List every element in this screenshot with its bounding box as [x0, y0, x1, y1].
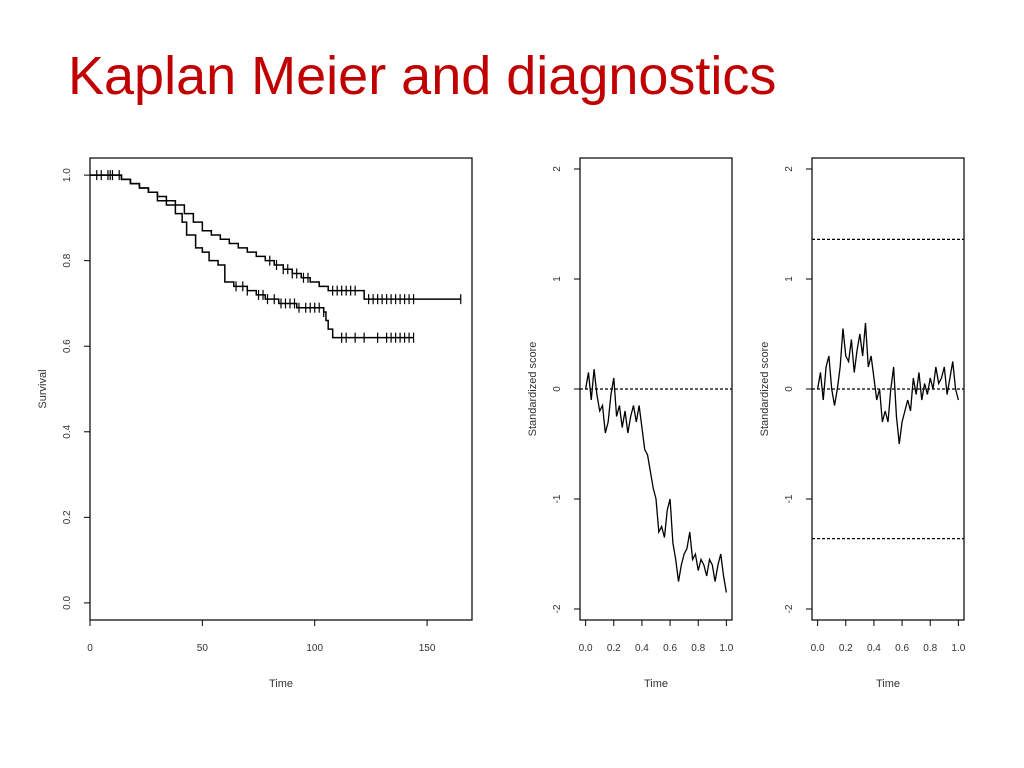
y-tick-label: 0	[552, 386, 563, 392]
y-tick-label: 2	[784, 166, 795, 172]
x-tick-label: 0.6	[663, 643, 677, 654]
x-tick-label: 0.8	[691, 643, 705, 654]
x-tick-label: 50	[197, 643, 209, 654]
y-axis-title: Standardized score	[527, 342, 539, 437]
chart-panel-3: 0.0 0.2 0.4 0.6 0.8 1.0 -2 -1 0 1 2 Time Standardize…	[759, 157, 966, 690]
x-tick-label: 1.0	[951, 643, 965, 654]
score-process-line	[584, 369, 728, 593]
survival-curve-2	[90, 174, 414, 339]
x-tick-label: 0.8	[923, 643, 937, 654]
x-tick-label: 0.2	[839, 643, 853, 654]
x-tick-label: 1.0	[719, 643, 733, 654]
x-axis-title: Time	[269, 678, 293, 690]
y-tick-label: -2	[784, 604, 795, 613]
x-tick-label: 150	[419, 643, 436, 654]
x-tick-label: 0.6	[895, 643, 909, 654]
y-tick-label: 1	[552, 276, 563, 282]
plot-frame	[89, 157, 473, 621]
x-axis-title: Time	[876, 678, 900, 690]
x-axis-title: Time	[644, 678, 668, 690]
chart-panel-1: 0 50 100 150 0.0 0.2 0.4 0.6 0.8 1.0 Time Survival	[37, 157, 473, 690]
y-tick-label: 0.0	[62, 596, 73, 610]
y-tick-label: -1	[784, 494, 795, 503]
y-tick-label: 0.8	[62, 253, 73, 267]
y-axis-title: Survival	[37, 369, 49, 408]
y-tick-label: 1.0	[62, 168, 73, 182]
y-tick-label: -1	[552, 494, 563, 503]
y-tick-label: 1	[784, 276, 795, 282]
y-axis-title: Standardized score	[759, 342, 771, 437]
y-tick-label: 0	[784, 386, 795, 392]
x-tick-label: 0.4	[635, 643, 649, 654]
x-tick-label: 0.0	[579, 643, 593, 654]
y-tick-label: 0.4	[62, 424, 73, 438]
x-tick-label: 0.2	[607, 643, 621, 654]
x-tick-label: 0.0	[811, 643, 825, 654]
x-tick-label: 100	[306, 643, 323, 654]
survival-curve-1	[90, 174, 461, 300]
y-tick-label: 0.6	[62, 339, 73, 353]
y-tick-label: 2	[552, 166, 563, 172]
chart-panel-2: 0.0 0.2 0.4 0.6 0.8 1.0 -2 -1 0 1 2 Time Standardize…	[527, 157, 734, 690]
y-tick-label: -2	[552, 604, 563, 613]
score-process-line	[816, 322, 960, 445]
y-tick-label: 0.2	[62, 510, 73, 524]
x-tick-label: 0.4	[867, 643, 881, 654]
slide-title: Kaplan Meier and diagnostics	[68, 46, 777, 106]
x-tick-label: 0	[87, 643, 93, 654]
